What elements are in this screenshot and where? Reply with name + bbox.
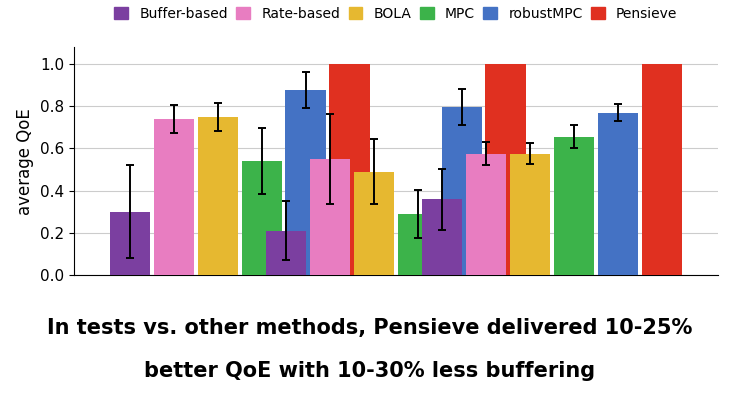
Bar — [266, 231, 306, 275]
Text: In tests vs. other methods, Pensieve delivered 10-25%: In tests vs. other methods, Pensieve del… — [47, 318, 693, 338]
Bar — [110, 212, 150, 275]
Bar — [397, 214, 438, 275]
Bar — [485, 64, 526, 275]
Bar — [154, 119, 194, 275]
Bar — [329, 64, 370, 275]
Bar — [442, 107, 482, 275]
Bar — [598, 112, 638, 275]
Y-axis label: average QoE: average QoE — [16, 108, 35, 215]
Bar — [554, 137, 594, 275]
Bar — [310, 159, 350, 275]
Legend: Buffer-based, Rate-based, BOLA, MPC, robustMPC, Pensieve: Buffer-based, Rate-based, BOLA, MPC, rob… — [112, 4, 680, 24]
Bar — [286, 90, 326, 275]
Bar — [510, 154, 551, 275]
Text: better QoE with 10-30% less buffering: better QoE with 10-30% less buffering — [144, 362, 596, 381]
Bar — [466, 154, 506, 275]
Bar — [422, 199, 462, 275]
Bar — [642, 64, 682, 275]
Bar — [354, 172, 394, 275]
Bar — [198, 117, 238, 275]
Bar — [241, 161, 282, 275]
